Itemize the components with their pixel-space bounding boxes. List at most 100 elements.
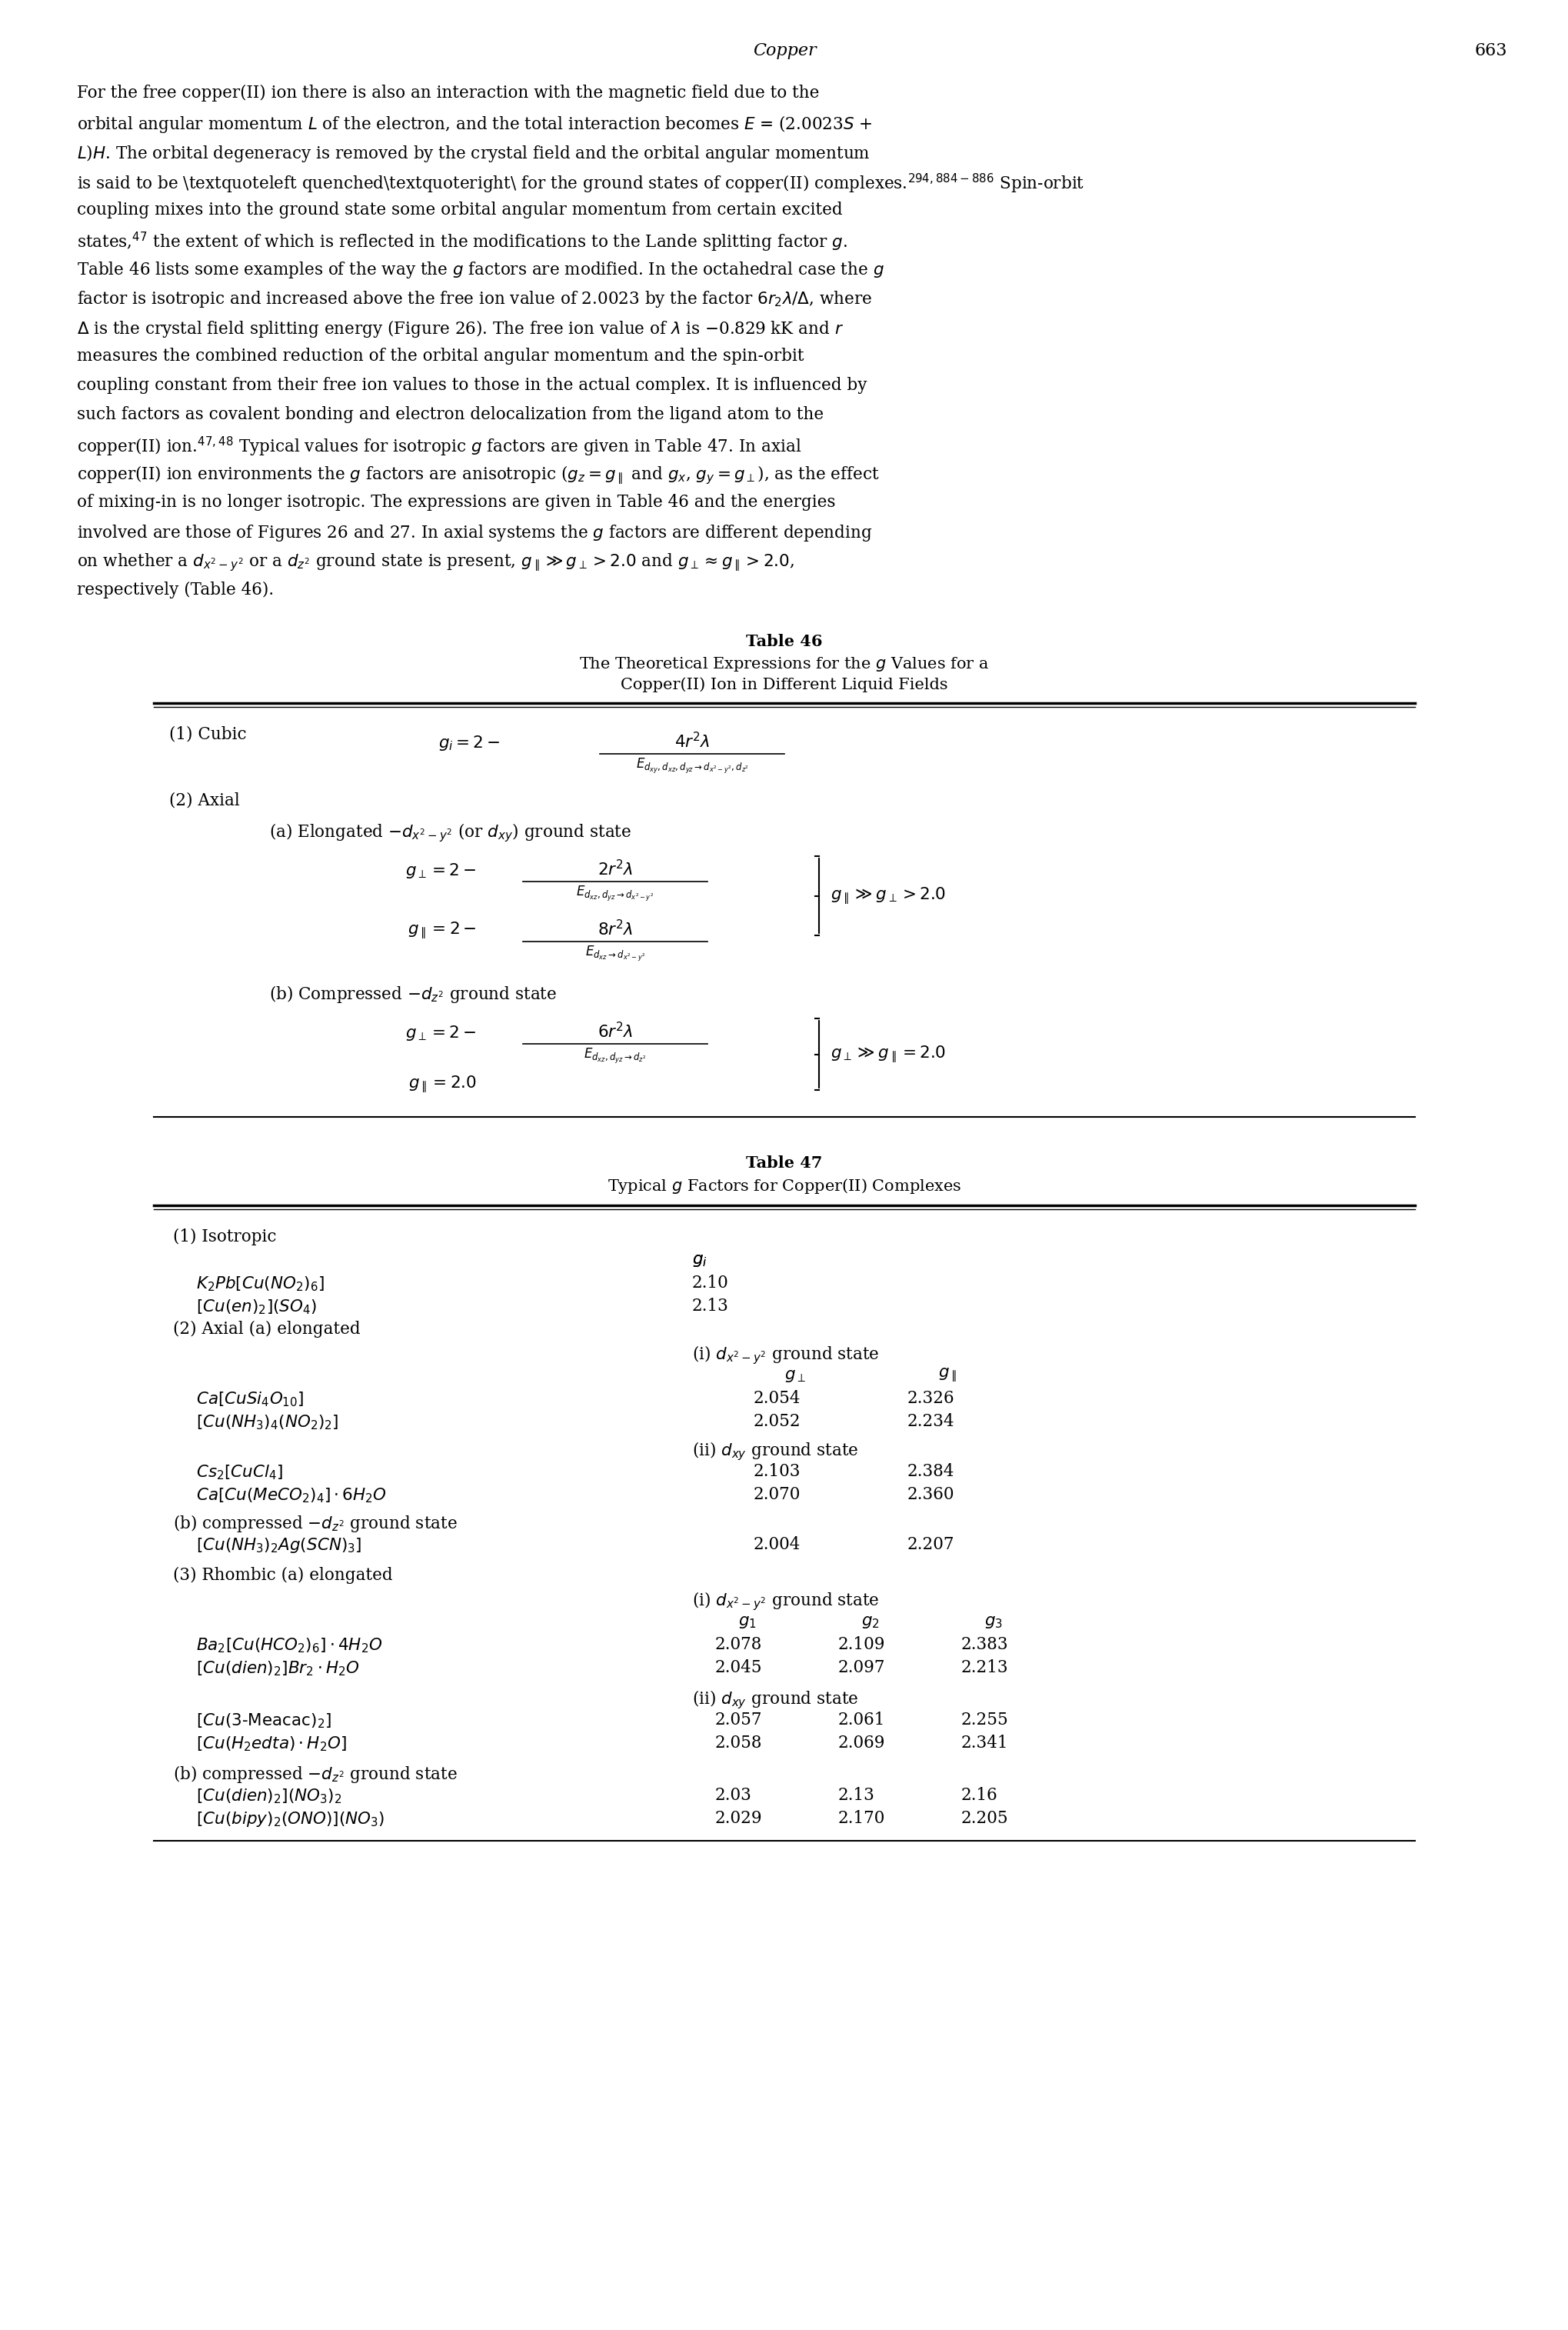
Text: coupling constant from their free ion values to those in the actual complex. It : coupling constant from their free ion va… [77, 377, 867, 394]
Text: 2.029: 2.029 [715, 1810, 762, 1827]
Text: For the free copper(II) ion there is also an interaction with the magnetic field: For the free copper(II) ion there is als… [77, 84, 818, 103]
Text: 2.004: 2.004 [753, 1535, 800, 1554]
Text: (i) $d_{x^2-y^2}$ ground state: (i) $d_{x^2-y^2}$ ground state [691, 1589, 880, 1612]
Text: 2.057: 2.057 [715, 1713, 762, 1729]
Text: $g_i = 2-$: $g_i = 2-$ [437, 734, 500, 753]
Text: 2.213: 2.213 [961, 1659, 1008, 1675]
Text: $g_\perp \gg g_\parallel = 2.0$: $g_\perp \gg g_\parallel = 2.0$ [829, 1044, 946, 1065]
Text: $[Cu(en)_2](SO_4)$: $[Cu(en)_2](SO_4)$ [196, 1298, 317, 1316]
Text: 2.170: 2.170 [837, 1810, 884, 1827]
Text: 2.360: 2.360 [906, 1487, 955, 1503]
Text: copper(II) ion environments the $g$ factors are anisotropic ($g_z = g_\parallel$: copper(II) ion environments the $g$ fact… [77, 464, 880, 487]
Text: $g_3$: $g_3$ [983, 1612, 1002, 1631]
Text: (ii) $d_{xy}$ ground state: (ii) $d_{xy}$ ground state [691, 1440, 858, 1463]
Text: (1) Isotropic: (1) Isotropic [172, 1228, 276, 1247]
Text: $Ca[Cu(MeCO_2)_4]\cdot 6H_2O$: $Ca[Cu(MeCO_2)_4]\cdot 6H_2O$ [196, 1487, 387, 1505]
Text: Copper(II) Ion in Different Liquid Fields: Copper(II) Ion in Different Liquid Field… [621, 678, 947, 692]
Text: $2r^2\lambda$: $2r^2\lambda$ [597, 860, 632, 878]
Text: such factors as covalent bonding and electron delocalization from the ligand ato: such factors as covalent bonding and ele… [77, 405, 823, 424]
Text: 2.097: 2.097 [837, 1659, 884, 1675]
Text: 2.255: 2.255 [961, 1713, 1008, 1729]
Text: $8r^2\lambda$: $8r^2\lambda$ [597, 920, 632, 939]
Text: 2.341: 2.341 [961, 1734, 1008, 1752]
Text: $g_\parallel = 2.0$: $g_\parallel = 2.0$ [408, 1074, 477, 1095]
Text: $L$)$H$. The orbital degeneracy is removed by the crystal field and the orbital : $L$)$H$. The orbital degeneracy is remov… [77, 142, 870, 163]
Text: $g_2$: $g_2$ [861, 1612, 880, 1631]
Text: 2.326: 2.326 [906, 1391, 955, 1407]
Text: 2.205: 2.205 [961, 1810, 1008, 1827]
Text: $g_\perp$: $g_\perp$ [784, 1368, 806, 1384]
Text: $[Cu(bipy)_2(ONO)](NO_3)$: $[Cu(bipy)_2(ONO)](NO_3)$ [196, 1810, 384, 1829]
Text: 2.03: 2.03 [715, 1787, 751, 1803]
Text: 2.13: 2.13 [691, 1298, 729, 1314]
Text: 2.078: 2.078 [715, 1636, 762, 1652]
Text: Copper: Copper [753, 42, 815, 58]
Text: $E_{d_{xz}\rightarrow d_{x^2-y^2}}$: $E_{d_{xz}\rightarrow d_{x^2-y^2}}$ [585, 944, 644, 962]
Text: (1) Cubic: (1) Cubic [169, 727, 246, 743]
Text: 2.069: 2.069 [837, 1734, 884, 1752]
Text: (2) Axial (a) elongated: (2) Axial (a) elongated [172, 1321, 361, 1337]
Text: involved are those of Figures 26 and 27. In axial systems the $g$ factors are di: involved are those of Figures 26 and 27.… [77, 522, 872, 543]
Text: 663: 663 [1474, 42, 1507, 58]
Text: 2.109: 2.109 [837, 1636, 884, 1652]
Text: $[Cu(dien)_2](NO_3)_2$: $[Cu(dien)_2](NO_3)_2$ [196, 1787, 342, 1806]
Text: 2.045: 2.045 [715, 1659, 762, 1675]
Text: 2.058: 2.058 [715, 1734, 762, 1752]
Text: $4r^2\lambda$: $4r^2\lambda$ [674, 732, 709, 753]
Text: 2.070: 2.070 [753, 1487, 800, 1503]
Text: 2.10: 2.10 [691, 1275, 729, 1291]
Text: of mixing-in is no longer isotropic. The expressions are given in Table 46 and t: of mixing-in is no longer isotropic. The… [77, 494, 836, 510]
Text: $Ca[CuSi_4O_{10}]$: $Ca[CuSi_4O_{10}]$ [196, 1391, 304, 1407]
Text: $g_i$: $g_i$ [691, 1251, 707, 1268]
Text: (3) Rhombic (a) elongated: (3) Rhombic (a) elongated [172, 1566, 392, 1584]
Text: 2.383: 2.383 [961, 1636, 1008, 1652]
Text: on whether a $d_{x^2-y^2}$ or a $d_{z^2}$ ground state is present, $g_\parallel : on whether a $d_{x^2-y^2}$ or a $d_{z^2}… [77, 552, 793, 573]
Text: $Cs_2[CuCl_4]$: $Cs_2[CuCl_4]$ [196, 1463, 282, 1482]
Text: 2.054: 2.054 [753, 1391, 801, 1407]
Text: 2.384: 2.384 [906, 1463, 955, 1480]
Text: 2.13: 2.13 [837, 1787, 875, 1803]
Text: $g_i$: $g_i$ [691, 1251, 707, 1268]
Text: $6r^2\lambda$: $6r^2\lambda$ [597, 1023, 632, 1042]
Text: $g_\parallel \gg g_\perp > 2.0$: $g_\parallel \gg g_\perp > 2.0$ [829, 885, 946, 906]
Text: 2.103: 2.103 [753, 1463, 801, 1480]
Text: $[Cu(dien)_2]Br_2\cdot H_2O$: $[Cu(dien)_2]Br_2\cdot H_2O$ [196, 1659, 359, 1678]
Text: 2.207: 2.207 [906, 1535, 955, 1554]
Text: (ii) $d_{xy}$ ground state: (ii) $d_{xy}$ ground state [691, 1689, 858, 1710]
Text: (b) compressed $-d_{z^2}$ ground state: (b) compressed $-d_{z^2}$ ground state [172, 1512, 458, 1533]
Text: 2.234: 2.234 [906, 1412, 955, 1431]
Text: $g_\parallel = 2-$: $g_\parallel = 2-$ [408, 920, 477, 941]
Text: Table 46 lists some examples of the way the $g$ factors are modified. In the oct: Table 46 lists some examples of the way … [77, 261, 884, 280]
Text: 2.052: 2.052 [753, 1412, 801, 1431]
Text: (b) Compressed $-d_{z^2}$ ground state: (b) Compressed $-d_{z^2}$ ground state [270, 983, 557, 1004]
Text: Table 47: Table 47 [746, 1156, 822, 1170]
Text: (a) Elongated $-d_{x^2-y^2}$ (or $d_{xy}$) ground state: (a) Elongated $-d_{x^2-y^2}$ (or $d_{xy}… [270, 822, 632, 843]
Text: (2) Axial: (2) Axial [169, 792, 240, 809]
Text: $K_2Pb[Cu(NO_2)_6]$: $K_2Pb[Cu(NO_2)_6]$ [196, 1275, 325, 1293]
Text: $[Cu(H_2edta)\cdot H_2O]$: $[Cu(H_2edta)\cdot H_2O]$ [196, 1734, 347, 1752]
Text: $g_\perp = 2-$: $g_\perp = 2-$ [406, 1023, 477, 1042]
Text: $E_{d_{xz},d_{yz}\rightarrow d_{z^2}}$: $E_{d_{xz},d_{yz}\rightarrow d_{z^2}}$ [583, 1046, 646, 1065]
Text: $\Delta$ is the crystal field splitting energy (Figure 26). The free ion value o: $\Delta$ is the crystal field splitting … [77, 319, 844, 340]
Text: $g_1$: $g_1$ [739, 1612, 756, 1631]
Text: The Theoretical Expressions for the $g$ Values for a: The Theoretical Expressions for the $g$ … [579, 655, 989, 673]
Text: $g_\perp = 2-$: $g_\perp = 2-$ [406, 862, 477, 881]
Text: (i) $d_{x^2-y^2}$ ground state: (i) $d_{x^2-y^2}$ ground state [691, 1344, 880, 1365]
Text: Table 46: Table 46 [746, 634, 822, 650]
Text: 2.16: 2.16 [961, 1787, 997, 1803]
Text: respectively (Table 46).: respectively (Table 46). [77, 582, 274, 599]
Text: Typical $g$ Factors for Copper(II) Complexes: Typical $g$ Factors for Copper(II) Compl… [607, 1177, 961, 1195]
Text: $g_\parallel$: $g_\parallel$ [938, 1368, 956, 1384]
Text: (b) compressed $-d_{z^2}$ ground state: (b) compressed $-d_{z^2}$ ground state [172, 1764, 458, 1785]
Text: factor is isotropic and increased above the free ion value of 2.0023 by the fact: factor is isotropic and increased above … [77, 289, 872, 310]
Text: $[Cu(NH_3)_4(NO_2)_2]$: $[Cu(NH_3)_4(NO_2)_2]$ [196, 1412, 339, 1431]
Text: $E_{d_{xy},d_{xz},d_{yz}\rightarrow d_{x^2-y^2},d_{z^2}}$: $E_{d_{xy},d_{xz},d_{yz}\rightarrow d_{x… [635, 757, 748, 776]
Text: states,$^{47}$ the extent of which is reflected in the modifications to the Land: states,$^{47}$ the extent of which is re… [77, 231, 847, 254]
Text: copper(II) ion.$^{47,48}$ Typical values for isotropic $g$ factors are given in : copper(II) ion.$^{47,48}$ Typical values… [77, 436, 801, 459]
Text: $Ba_2[Cu(HCO_2)_6]\cdot 4H_2O$: $Ba_2[Cu(HCO_2)_6]\cdot 4H_2O$ [196, 1636, 383, 1654]
Text: $[Cu(NH_3)_2Ag(SCN)_3]$: $[Cu(NH_3)_2Ag(SCN)_3]$ [196, 1535, 362, 1554]
Text: $[Cu(3\text{-Meacac})_2]$: $[Cu(3\text{-Meacac})_2]$ [196, 1713, 331, 1729]
Text: $E_{d_{xz},d_{yz}\rightarrow d_{x^2-y^2}}$: $E_{d_{xz},d_{yz}\rightarrow d_{x^2-y^2}… [575, 885, 654, 904]
Text: 2.061: 2.061 [837, 1713, 884, 1729]
Text: measures the combined reduction of the orbital angular momentum and the spin-orb: measures the combined reduction of the o… [77, 347, 804, 363]
